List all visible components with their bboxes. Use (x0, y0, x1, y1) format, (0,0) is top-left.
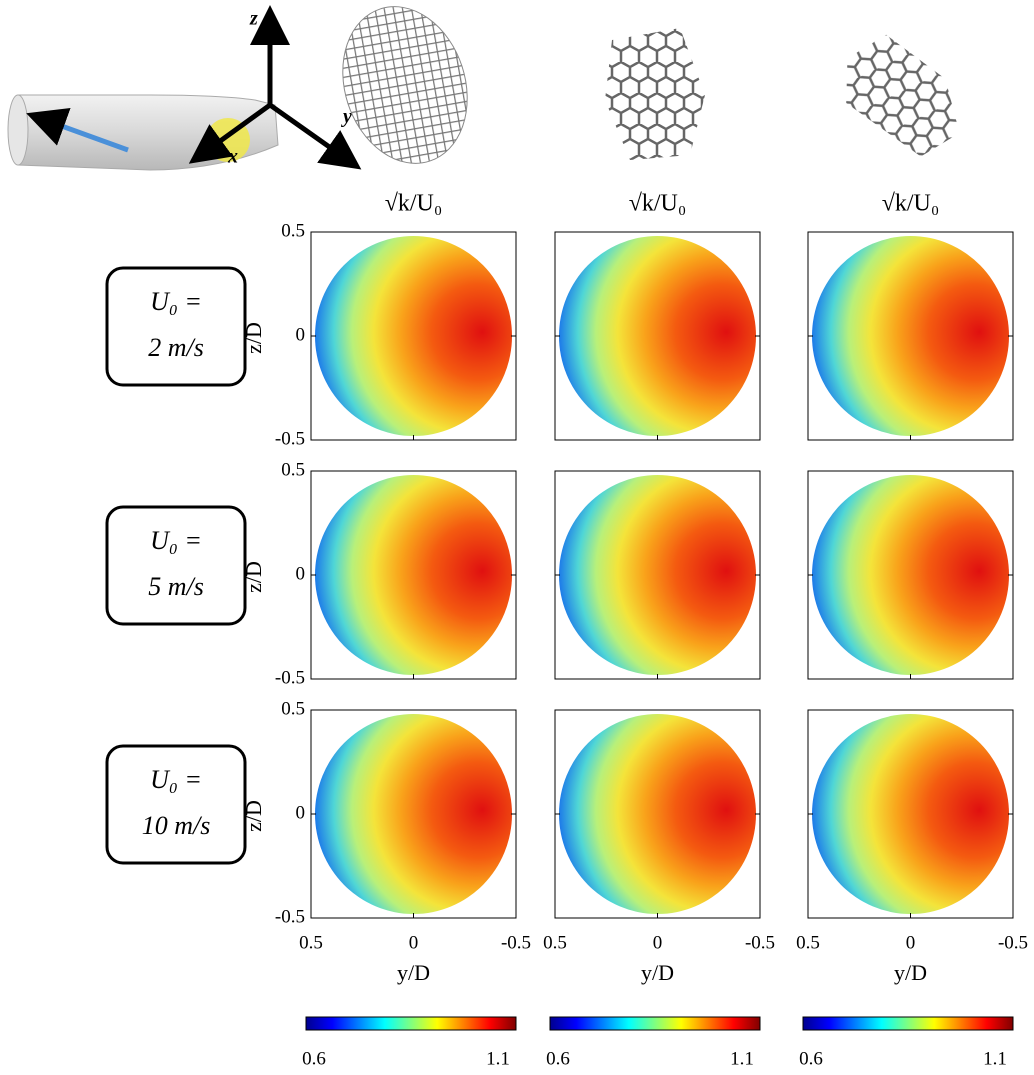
colorbar-tick-label: 1.1 (486, 1048, 510, 1069)
schematic: z y x (7, 5, 960, 171)
x-tick-label: 0 (653, 932, 663, 953)
row-label-box (105, 266, 247, 387)
y-tick-label: 0 (296, 563, 306, 584)
axis-label: y (341, 106, 352, 128)
x-tick-label: 0 (409, 932, 419, 953)
colorbar (305, 1016, 517, 1031)
y-tick-label: 0 (296, 802, 306, 823)
contour-field (812, 236, 1009, 436)
column-title: √k/U₀ (385, 191, 443, 217)
row-label-box (105, 744, 247, 865)
contour-field (315, 236, 512, 436)
x-axis-label: y/D (641, 960, 674, 985)
colorbar-tick-label: 0.6 (546, 1048, 570, 1069)
x-tick-label: 0 (906, 932, 916, 953)
column-title: √k/U₀ (629, 191, 687, 217)
contour-field (812, 475, 1009, 675)
y-tick-label: -0.5 (275, 906, 305, 927)
colorbar (802, 1016, 1014, 1031)
colorbar-tick-label: 0.6 (799, 1048, 823, 1069)
x-tick-label: 0.5 (796, 932, 820, 953)
x-tick-label: 0.5 (299, 932, 323, 953)
x-tick-label: -0.5 (501, 932, 531, 953)
contour-field (315, 475, 512, 675)
contour-field (315, 714, 512, 914)
row-label: U₀ = (150, 765, 202, 794)
x-axis-label: y/D (397, 960, 430, 985)
row-label: 5 m/s (148, 572, 204, 601)
y-tick-label: 0 (296, 324, 306, 345)
y-tick-label: -0.5 (275, 428, 305, 449)
x-axis-label: y/D (894, 960, 927, 985)
row-label: 2 m/s (148, 333, 204, 362)
y-tick-label: -0.5 (275, 667, 305, 688)
column-title: √k/U₀ (882, 191, 940, 217)
x-tick-label: -0.5 (745, 932, 775, 953)
contour-field (559, 475, 756, 675)
y-tick-label: 0.5 (281, 698, 305, 719)
contour-field (812, 714, 1009, 914)
row-label: 10 m/s (142, 811, 211, 840)
contour-field (559, 714, 756, 914)
colorbar-tick-label: 1.1 (730, 1048, 754, 1069)
row-label: U₀ = (150, 526, 202, 555)
row-label-box (105, 505, 247, 626)
colorbar-tick-label: 0.6 (302, 1048, 326, 1069)
row-label: U₀ = (150, 287, 202, 316)
x-tick-label: -0.5 (998, 932, 1028, 953)
colorbar-tick-label: 1.1 (983, 1048, 1007, 1069)
axis-label: z (249, 8, 258, 30)
colorbar (549, 1016, 761, 1031)
y-tick-label: 0.5 (281, 459, 305, 480)
contour-field (559, 236, 756, 436)
axis-label: x (227, 146, 238, 168)
x-tick-label: 0.5 (543, 932, 567, 953)
y-tick-label: 0.5 (281, 220, 305, 241)
